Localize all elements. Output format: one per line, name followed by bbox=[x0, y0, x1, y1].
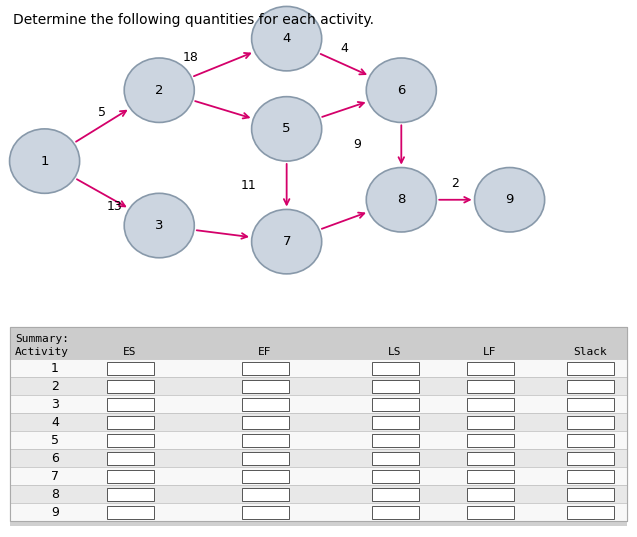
Ellipse shape bbox=[475, 168, 545, 232]
Bar bbox=[10, 377, 627, 395]
Bar bbox=[106, 380, 154, 393]
Text: 4: 4 bbox=[282, 32, 291, 45]
Bar bbox=[566, 397, 613, 411]
Bar bbox=[241, 469, 289, 483]
Ellipse shape bbox=[252, 97, 322, 161]
Text: 3: 3 bbox=[51, 397, 59, 411]
Bar bbox=[106, 452, 154, 465]
Bar bbox=[106, 416, 154, 429]
Bar bbox=[371, 488, 419, 500]
Bar bbox=[466, 433, 513, 447]
Ellipse shape bbox=[124, 193, 194, 258]
Bar bbox=[10, 503, 627, 521]
Bar bbox=[106, 488, 154, 500]
Text: 7: 7 bbox=[282, 235, 291, 248]
Ellipse shape bbox=[124, 58, 194, 122]
Text: LF: LF bbox=[483, 347, 497, 357]
Bar bbox=[241, 361, 289, 375]
Bar bbox=[10, 449, 627, 467]
Bar bbox=[566, 433, 613, 447]
Text: 6: 6 bbox=[397, 84, 406, 97]
Bar bbox=[106, 361, 154, 375]
Bar bbox=[566, 380, 613, 393]
Text: Slack: Slack bbox=[573, 347, 607, 357]
Text: 8: 8 bbox=[51, 488, 59, 500]
Bar bbox=[106, 505, 154, 519]
Text: 9: 9 bbox=[353, 139, 361, 151]
Text: Determine the following quantities for each activity.: Determine the following quantities for e… bbox=[13, 13, 374, 27]
Text: 7: 7 bbox=[51, 469, 59, 483]
Bar bbox=[466, 452, 513, 465]
Bar bbox=[241, 488, 289, 500]
Text: Activity: Activity bbox=[15, 347, 69, 357]
Bar bbox=[466, 416, 513, 429]
Text: LS: LS bbox=[388, 347, 402, 357]
Text: 18: 18 bbox=[183, 52, 199, 64]
Ellipse shape bbox=[252, 6, 322, 71]
Bar bbox=[10, 485, 627, 503]
Bar bbox=[466, 380, 513, 393]
Bar bbox=[241, 397, 289, 411]
Bar bbox=[241, 452, 289, 465]
Bar bbox=[466, 397, 513, 411]
Ellipse shape bbox=[366, 168, 436, 232]
Text: 11: 11 bbox=[241, 179, 256, 192]
Bar bbox=[241, 433, 289, 447]
Bar bbox=[566, 469, 613, 483]
Bar bbox=[566, 488, 613, 500]
Bar bbox=[241, 416, 289, 429]
Text: 5: 5 bbox=[51, 433, 59, 447]
Bar bbox=[371, 505, 419, 519]
Text: 2: 2 bbox=[51, 380, 59, 393]
Text: 1: 1 bbox=[51, 361, 59, 375]
Bar bbox=[566, 505, 613, 519]
Bar bbox=[371, 397, 419, 411]
Text: 10: 10 bbox=[177, 93, 192, 106]
Bar bbox=[10, 521, 627, 526]
Text: 13: 13 bbox=[107, 200, 122, 213]
Bar bbox=[10, 413, 627, 431]
Bar bbox=[10, 467, 627, 485]
Bar bbox=[106, 433, 154, 447]
Bar bbox=[106, 397, 154, 411]
Text: 3: 3 bbox=[155, 219, 164, 232]
Bar bbox=[371, 433, 419, 447]
Bar bbox=[10, 327, 627, 359]
Bar bbox=[566, 361, 613, 375]
Bar bbox=[466, 505, 513, 519]
Text: Summary:: Summary: bbox=[15, 334, 69, 344]
Bar bbox=[10, 431, 627, 449]
Text: 8: 8 bbox=[397, 193, 406, 206]
Text: 6: 6 bbox=[51, 452, 59, 465]
Bar bbox=[566, 452, 613, 465]
Text: 9: 9 bbox=[505, 193, 514, 206]
Bar bbox=[371, 469, 419, 483]
Bar bbox=[466, 469, 513, 483]
Text: 9: 9 bbox=[51, 505, 59, 519]
Bar bbox=[466, 488, 513, 500]
Text: 5: 5 bbox=[98, 106, 106, 119]
Text: 2: 2 bbox=[452, 177, 459, 190]
Bar bbox=[371, 452, 419, 465]
Text: 4: 4 bbox=[51, 416, 59, 429]
Ellipse shape bbox=[10, 129, 80, 193]
Text: EF: EF bbox=[258, 347, 272, 357]
Bar bbox=[241, 505, 289, 519]
Bar bbox=[371, 361, 419, 375]
Text: 5: 5 bbox=[282, 122, 291, 135]
Ellipse shape bbox=[252, 209, 322, 274]
Text: 1: 1 bbox=[40, 155, 49, 168]
Text: 2: 2 bbox=[155, 84, 164, 97]
Text: ES: ES bbox=[123, 347, 137, 357]
Bar bbox=[241, 380, 289, 393]
Bar bbox=[566, 416, 613, 429]
Bar bbox=[10, 395, 627, 413]
Bar bbox=[106, 469, 154, 483]
Ellipse shape bbox=[366, 58, 436, 122]
Bar bbox=[371, 416, 419, 429]
Text: 4: 4 bbox=[340, 42, 348, 55]
Bar bbox=[371, 380, 419, 393]
Bar bbox=[466, 361, 513, 375]
Bar bbox=[10, 359, 627, 377]
